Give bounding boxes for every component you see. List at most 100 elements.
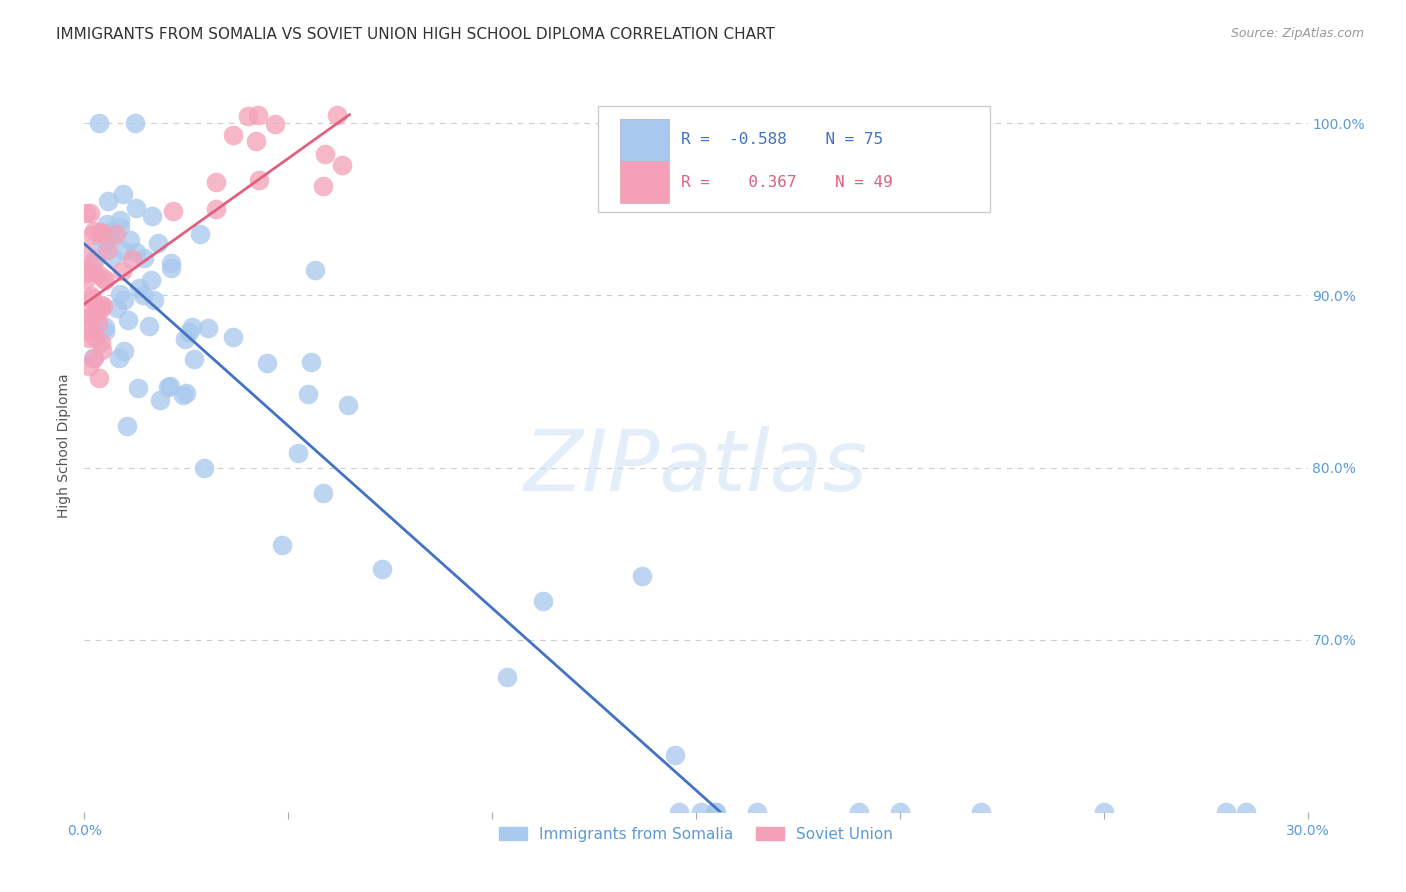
- Point: [121, 252, 143, 266]
- Point: [76, 306, 98, 320]
- Point: [100, 224, 122, 238]
- Point: [311, 486, 333, 500]
- Point: [314, 146, 336, 161]
- FancyBboxPatch shape: [598, 106, 990, 212]
- Point: [304, 263, 326, 277]
- Point: [82, 351, 104, 365]
- Point: [631, 569, 654, 583]
- Point: [75, 206, 97, 220]
- Point: [90, 334, 112, 349]
- Point: [299, 355, 322, 369]
- Point: [89, 303, 111, 318]
- Point: [188, 227, 211, 242]
- Point: [143, 293, 166, 307]
- Point: [97, 194, 120, 208]
- Point: [93, 320, 115, 334]
- Point: [83, 252, 105, 266]
- Point: [77, 324, 100, 338]
- Point: [77, 263, 100, 277]
- Point: [89, 225, 111, 239]
- Point: [159, 379, 181, 393]
- Point: [236, 110, 259, 124]
- Text: ZIPatlas: ZIPatlas: [524, 426, 868, 509]
- Point: [146, 236, 169, 251]
- Point: [205, 175, 228, 189]
- Point: [127, 381, 149, 395]
- Point: [125, 245, 148, 260]
- Point: [79, 206, 101, 220]
- Point: [115, 419, 138, 434]
- Point: [111, 187, 134, 202]
- Point: [96, 244, 118, 258]
- Point: [138, 319, 160, 334]
- Point: [75, 246, 97, 260]
- Point: [79, 291, 101, 305]
- Point: [83, 224, 105, 238]
- Point: [336, 398, 359, 412]
- Point: [112, 293, 135, 307]
- Point: [77, 331, 100, 345]
- Point: [157, 380, 180, 394]
- Point: [970, 805, 993, 819]
- Point: [90, 298, 112, 312]
- Point: [245, 134, 267, 148]
- Point: [1215, 805, 1237, 819]
- Point: [91, 236, 114, 251]
- Point: [134, 251, 156, 265]
- Point: [179, 326, 201, 340]
- Point: [75, 272, 97, 286]
- Point: [197, 321, 219, 335]
- Point: [91, 227, 114, 241]
- Legend: Immigrants from Somalia, Soviet Union: Immigrants from Somalia, Soviet Union: [494, 821, 898, 848]
- Point: [326, 108, 349, 122]
- Point: [108, 351, 131, 365]
- Point: [531, 594, 554, 608]
- Point: [311, 179, 333, 194]
- Point: [174, 386, 197, 401]
- Point: [222, 128, 245, 142]
- Point: [181, 319, 204, 334]
- Point: [108, 287, 131, 301]
- Point: [264, 117, 287, 131]
- Point: [96, 235, 118, 249]
- Point: [205, 202, 228, 217]
- Point: [690, 805, 713, 819]
- Point: [132, 288, 155, 302]
- Text: IMMIGRANTS FROM SOMALIA VS SOVIET UNION HIGH SCHOOL DIPLOMA CORRELATION CHART: IMMIGRANTS FROM SOMALIA VS SOVIET UNION …: [56, 27, 775, 42]
- Point: [82, 228, 104, 243]
- Point: [256, 356, 278, 370]
- Point: [160, 255, 183, 269]
- Point: [83, 351, 105, 365]
- Point: [112, 344, 135, 359]
- Point: [247, 108, 270, 122]
- Point: [247, 173, 270, 187]
- Point: [370, 562, 392, 576]
- Point: [172, 388, 194, 402]
- Text: R =  -0.588    N = 75: R = -0.588 N = 75: [682, 132, 883, 147]
- Point: [703, 805, 725, 819]
- Point: [80, 289, 103, 303]
- Point: [104, 227, 127, 241]
- Point: [82, 257, 104, 271]
- Point: [112, 244, 135, 259]
- Point: [330, 157, 353, 171]
- Point: [125, 201, 148, 215]
- Point: [94, 324, 117, 338]
- Point: [160, 261, 183, 276]
- Point: [124, 116, 146, 130]
- Point: [96, 217, 118, 231]
- Point: [297, 386, 319, 401]
- Point: [87, 370, 110, 384]
- Point: [108, 219, 131, 234]
- Point: [91, 271, 114, 285]
- Point: [75, 266, 97, 280]
- Point: [89, 116, 111, 130]
- Y-axis label: High School Diploma: High School Diploma: [58, 374, 72, 518]
- Point: [80, 310, 103, 324]
- Point: [706, 805, 728, 819]
- Point: [84, 307, 107, 321]
- Point: [128, 281, 150, 295]
- Point: [86, 266, 108, 280]
- Point: [111, 264, 134, 278]
- Point: [496, 670, 519, 684]
